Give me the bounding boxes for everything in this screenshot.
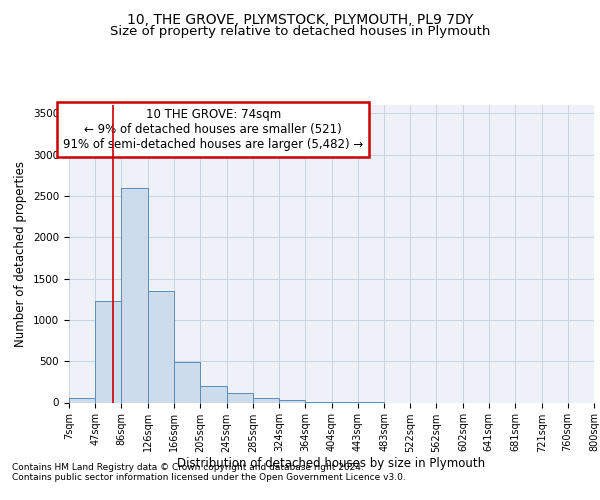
Text: Contains HM Land Registry data © Crown copyright and database right 2024.: Contains HM Land Registry data © Crown c… [12, 462, 364, 471]
Y-axis label: Number of detached properties: Number of detached properties [14, 161, 28, 347]
Bar [174, 362, 200, 403]
Bar [148, 291, 174, 403]
Bar [95, 301, 121, 402]
Text: Size of property relative to detached houses in Plymouth: Size of property relative to detached ho… [110, 25, 490, 38]
Bar [121, 188, 148, 402]
Text: 10, THE GROVE, PLYMSTOCK, PLYMOUTH, PL9 7DY: 10, THE GROVE, PLYMSTOCK, PLYMOUTH, PL9 … [127, 12, 473, 26]
Bar [69, 398, 95, 402]
Text: Contains public sector information licensed under the Open Government Licence v3: Contains public sector information licen… [12, 472, 406, 482]
Text: 10 THE GROVE: 74sqm
← 9% of detached houses are smaller (521)
91% of semi-detach: 10 THE GROVE: 74sqm ← 9% of detached hou… [63, 108, 364, 152]
Bar [279, 400, 305, 402]
X-axis label: Distribution of detached houses by size in Plymouth: Distribution of detached houses by size … [178, 458, 485, 470]
Bar [200, 386, 227, 402]
Bar [227, 394, 253, 402]
Bar [253, 398, 279, 402]
